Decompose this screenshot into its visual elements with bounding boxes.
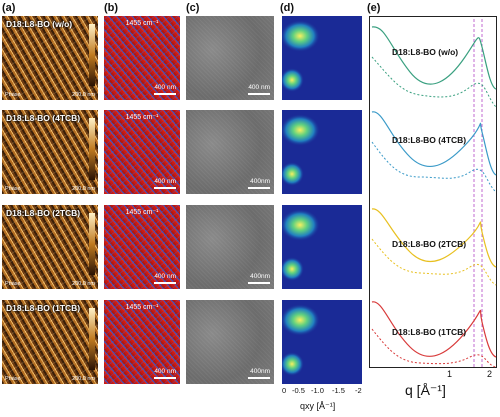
giwaxs-pattern-4tcb bbox=[282, 110, 362, 194]
series-label-1tcb: D18:L8-BO (1TCB) bbox=[392, 327, 467, 337]
series-label-wo: D18:L8-BO (w/o) bbox=[392, 47, 459, 57]
series-label-2tcb: D18:L8-BO (2TCB) bbox=[392, 239, 467, 249]
tem-scale-bar bbox=[248, 282, 270, 284]
ir-scale-bar bbox=[154, 377, 176, 379]
ir-scale-label: 400 nm bbox=[154, 368, 176, 375]
ir-map-2tcb: 1455 cm⁻¹ 400 nm bbox=[104, 205, 180, 289]
ir-map-4tcb: 1455 cm⁻¹ 400 nm bbox=[104, 110, 180, 194]
giwaxs-x-axis-label: qxy [Å⁻¹] bbox=[300, 401, 336, 411]
afm-sample-label: D18:L8-BO (w/o) bbox=[6, 19, 73, 29]
series-line-4tcb-dashed bbox=[371, 141, 497, 193]
series-line-2tcb-dashed bbox=[371, 238, 497, 286]
panel-label-b: (b) bbox=[104, 2, 119, 14]
tem-scale-bar bbox=[248, 93, 270, 95]
afm-scale-label: 200.0 nm bbox=[72, 376, 95, 382]
ir-scale-label: 400 nm bbox=[154, 178, 176, 185]
afm-phase-label: Phase bbox=[5, 281, 21, 287]
series-line-wo bbox=[371, 26, 497, 90]
giwaxs-pattern-2tcb bbox=[282, 205, 362, 289]
panel-label-e: (e) bbox=[367, 2, 381, 14]
tem-image-2tcb: 400nm bbox=[186, 205, 274, 289]
afm-scale-label: 200.0 nm bbox=[72, 281, 95, 287]
ir-scale-bar bbox=[154, 282, 176, 284]
giwaxs-x-tick: 0 bbox=[282, 386, 287, 395]
ir-scale-label: 400 nm bbox=[154, 273, 176, 280]
series-line-wo-dashed bbox=[371, 56, 497, 108]
afm-scale-label: 200.0 nm bbox=[72, 92, 95, 98]
ir-wavenumber: 1455 cm⁻¹ bbox=[125, 114, 159, 121]
afm-sample-label: D18:L8-BO (4TCB) bbox=[6, 113, 81, 123]
tem-scale-label: 400nm bbox=[250, 178, 270, 185]
afm-colorbar bbox=[89, 118, 95, 180]
afm-scale-label: 200.0 nm bbox=[72, 186, 95, 192]
afm-phase-label: Phase bbox=[5, 186, 21, 192]
panel-label-d: (d) bbox=[280, 2, 295, 14]
line-profile-plot bbox=[371, 19, 497, 368]
ir-wavenumber: 1455 cm⁻¹ bbox=[125, 209, 159, 216]
afm-sample-label: D18:L8-BO (2TCB) bbox=[6, 208, 81, 218]
tem-image-1tcb: 400nm bbox=[186, 300, 274, 384]
tem-scale-bar bbox=[248, 377, 270, 379]
ir-scale-bar bbox=[154, 187, 176, 189]
giwaxs-x-tick: -0.5 bbox=[292, 386, 305, 395]
giwaxs-pattern-wo bbox=[282, 16, 362, 100]
afm-colorbar bbox=[89, 213, 95, 275]
afm-image-wo: D18:L8-BO (w/o) Phase 200.0 nm bbox=[2, 16, 98, 100]
giwaxs-x-tick: -2 bbox=[355, 386, 362, 395]
afm-image-1tcb: D18:L8-BO (1TCB) Phase 200.0 nm bbox=[2, 300, 98, 384]
tem-image-4tcb: 400nm bbox=[186, 110, 274, 194]
series-line-2tcb bbox=[371, 208, 497, 268]
panel-label-c: (c) bbox=[186, 2, 200, 14]
ir-map-wo: 1455 cm⁻¹ 400 nm bbox=[104, 16, 180, 100]
ir-scale-label: 400 nm bbox=[154, 84, 176, 91]
giwaxs-pattern-1tcb bbox=[282, 300, 362, 384]
tem-scale-label: 400nm bbox=[250, 273, 270, 280]
afm-image-2tcb: D18:L8-BO (2TCB) Phase 200.0 nm bbox=[2, 205, 98, 289]
afm-colorbar bbox=[89, 24, 95, 86]
ir-map-1tcb: 1455 cm⁻¹ 400 nm bbox=[104, 300, 180, 384]
profile-x-axis-label: q [Å⁻¹] bbox=[405, 382, 446, 398]
tem-scale-label: 400 nm bbox=[248, 84, 270, 91]
profile-x-tick: 1 bbox=[447, 369, 453, 379]
series-line-4tcb bbox=[371, 111, 497, 176]
ir-wavenumber: 1455 cm⁻¹ bbox=[125, 304, 159, 311]
ir-wavenumber: 1455 cm⁻¹ bbox=[125, 20, 159, 27]
afm-sample-label: D18:L8-BO (1TCB) bbox=[6, 303, 81, 313]
ir-scale-bar bbox=[154, 93, 176, 95]
line-profile-panel: D18:L8-BO (w/o) D18:L8-BO (4TCB) D18:L8-… bbox=[369, 16, 497, 368]
series-line-1tcb bbox=[371, 301, 497, 358]
tem-image-wo: 400 nm bbox=[186, 16, 274, 100]
tem-scale-label: 400nm bbox=[250, 368, 270, 375]
afm-phase-label: Phase bbox=[5, 376, 21, 382]
afm-image-4tcb: D18:L8-BO (4TCB) Phase 200.0 nm bbox=[2, 110, 98, 194]
giwaxs-x-tick: -1.0 bbox=[311, 386, 324, 395]
afm-colorbar bbox=[89, 308, 95, 370]
afm-phase-label: Phase bbox=[5, 92, 21, 98]
panel-label-a: (a) bbox=[2, 2, 16, 14]
series-label-4tcb: D18:L8-BO (4TCB) bbox=[392, 135, 467, 145]
tem-scale-bar bbox=[248, 187, 270, 189]
giwaxs-x-tick: -1.5 bbox=[332, 386, 345, 395]
profile-x-tick: 2 bbox=[487, 369, 493, 379]
